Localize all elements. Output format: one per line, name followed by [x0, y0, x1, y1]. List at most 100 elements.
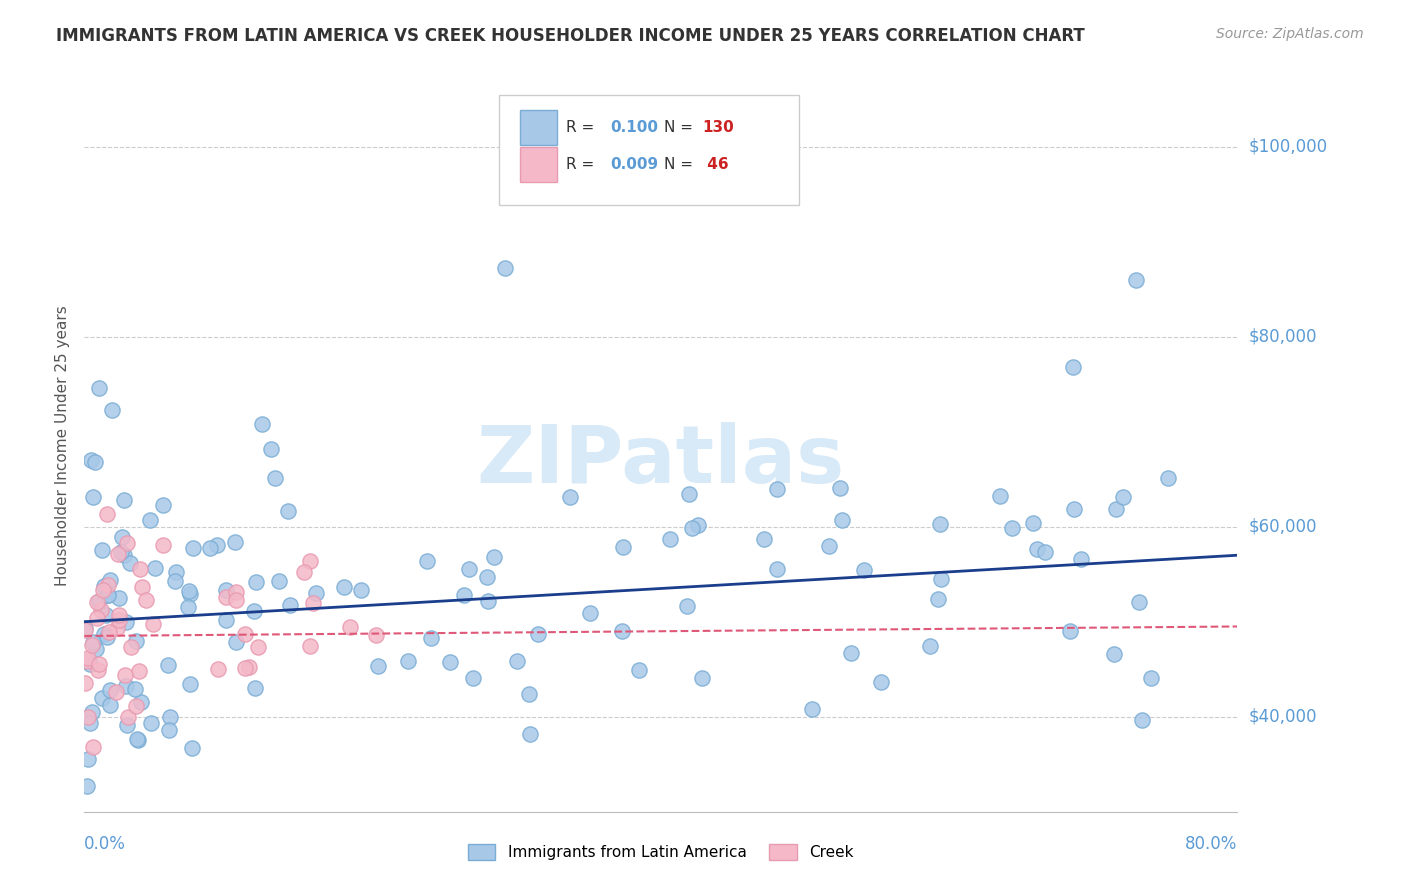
Point [766, 482, 789, 496]
Point [93, 627, 115, 641]
Point [177, 600, 200, 615]
Point [76, 654, 98, 668]
FancyBboxPatch shape [499, 95, 799, 204]
Point [367, 658, 389, 673]
Point [112, 548, 135, 562]
Point [439, 655, 461, 669]
Point [830, 481, 852, 495]
Point [235, 661, 257, 675]
Point [243, 604, 266, 618]
Point [277, 504, 299, 518]
Point [927, 592, 949, 607]
Point [108, 591, 131, 605]
Point [117, 718, 139, 732]
Text: R =: R = [567, 157, 599, 172]
Legend: Immigrants from Latin America, Creek: Immigrants from Latin America, Creek [461, 838, 860, 866]
Point [98, 698, 121, 712]
Point [90, 602, 112, 616]
FancyBboxPatch shape [520, 111, 557, 145]
Point [159, 709, 181, 723]
Point [416, 554, 439, 568]
Point [157, 723, 180, 737]
Point [98, 624, 121, 639]
Text: 130: 130 [703, 120, 734, 136]
Point [305, 586, 328, 600]
Point [841, 646, 863, 660]
Point [101, 402, 124, 417]
Text: R =: R = [567, 120, 599, 136]
Point [87, 381, 110, 395]
Point [108, 613, 131, 627]
Point [519, 727, 541, 741]
Point [77, 752, 100, 766]
Point [129, 695, 152, 709]
Point [129, 562, 152, 576]
Point [1130, 714, 1153, 728]
Point [1112, 490, 1135, 504]
Point [79, 657, 101, 672]
Text: 80.0%: 80.0% [1185, 836, 1237, 854]
Point [215, 613, 238, 627]
Point [299, 639, 322, 653]
Point [243, 681, 266, 695]
Text: $100,000: $100,000 [1249, 137, 1327, 156]
Point [233, 627, 256, 641]
Point [929, 572, 952, 586]
Point [627, 663, 650, 677]
Point [124, 681, 146, 696]
Point [114, 668, 136, 682]
Point [112, 492, 135, 507]
Point [225, 635, 247, 649]
Point [215, 590, 238, 604]
Point [752, 532, 775, 546]
Point [853, 563, 876, 577]
Point [82, 490, 104, 504]
Point [86, 595, 108, 609]
Point [247, 640, 270, 654]
Point [115, 535, 138, 549]
Point [82, 705, 104, 719]
Point [339, 620, 361, 634]
Point [105, 621, 128, 635]
Point [681, 521, 703, 535]
Point [97, 588, 120, 602]
Point [179, 583, 201, 598]
Point [1157, 471, 1180, 485]
Point [1033, 544, 1056, 558]
Point [98, 573, 121, 587]
Point [1021, 516, 1043, 530]
Point [225, 593, 247, 607]
Point [612, 540, 634, 554]
Point [482, 549, 505, 564]
Point [86, 611, 108, 625]
Point [818, 539, 841, 553]
Point [104, 684, 127, 698]
Point [77, 651, 100, 665]
Point [245, 575, 267, 590]
Y-axis label: Householder Income Under 25 years: Householder Income Under 25 years [55, 306, 70, 586]
Point [929, 517, 952, 532]
Point [163, 574, 186, 589]
Point [124, 634, 146, 648]
Point [80, 638, 103, 652]
Point [420, 631, 443, 645]
Text: 0.0%: 0.0% [84, 836, 127, 854]
Point [870, 675, 893, 690]
Point [461, 671, 484, 685]
Point [215, 582, 238, 597]
Point [766, 561, 789, 575]
Point [453, 588, 475, 602]
Point [250, 417, 273, 432]
Point [156, 658, 179, 673]
Point [1063, 502, 1085, 516]
Point [918, 640, 941, 654]
Point [1104, 648, 1126, 662]
Point [115, 679, 138, 693]
Point [350, 582, 373, 597]
Point [690, 671, 713, 685]
Point [90, 691, 112, 706]
Point [526, 626, 548, 640]
Point [165, 565, 187, 579]
Point [988, 489, 1011, 503]
Point [579, 606, 602, 620]
